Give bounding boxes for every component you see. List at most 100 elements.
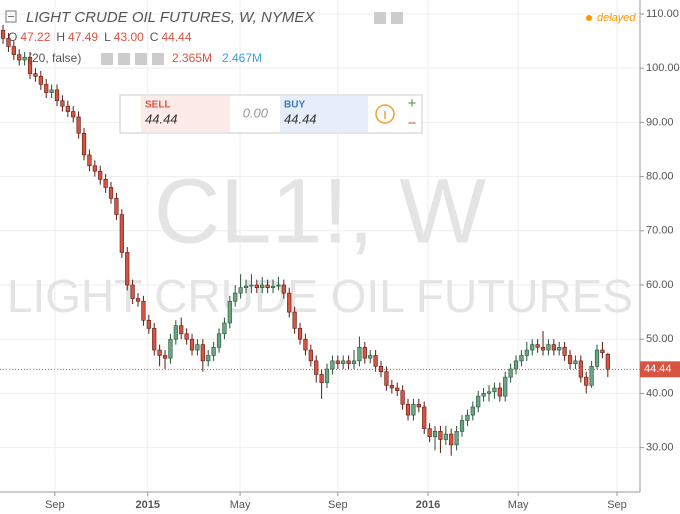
buy-button[interactable] <box>280 96 368 132</box>
candle-body <box>260 284 265 289</box>
gear-icon[interactable] <box>391 12 403 24</box>
candle-body <box>222 322 227 335</box>
sell-button[interactable] <box>141 96 230 132</box>
candle-body <box>0 29 6 39</box>
candle-body <box>535 344 540 348</box>
candle-body <box>519 355 524 362</box>
candle-body <box>238 287 243 294</box>
candle-body <box>297 328 303 340</box>
candle-body <box>233 292 238 302</box>
candle-body <box>227 300 232 324</box>
buy-price: 44.44 <box>284 111 317 126</box>
y-tick-label: 80.00 <box>646 170 674 182</box>
buy-label: BUY <box>284 100 305 111</box>
candle-body <box>497 387 502 397</box>
candle-body <box>189 338 195 351</box>
y-tick-label: 60.00 <box>646 279 674 291</box>
volume-add-icon[interactable] <box>135 53 147 65</box>
x-tick-label: May <box>508 499 529 511</box>
y-tick-label: 90.00 <box>646 116 674 128</box>
candle-body <box>513 360 519 370</box>
volume-settings-icon[interactable] <box>101 53 113 65</box>
candle-body <box>481 393 486 397</box>
candle-body <box>130 284 135 299</box>
candle-body <box>341 360 346 364</box>
candle-body <box>6 38 11 47</box>
status: delayed <box>597 12 636 24</box>
candle-body <box>173 325 178 340</box>
candle-body <box>98 170 103 180</box>
candle-body <box>265 284 270 289</box>
candle-body <box>486 391 492 394</box>
candle-body <box>449 433 454 446</box>
y-tick-label: 50.00 <box>646 333 674 345</box>
candle-body <box>281 284 286 294</box>
x-tick-label: May <box>230 499 251 511</box>
candle-body <box>589 366 594 386</box>
candles <box>0 24 640 456</box>
candle-body <box>573 360 578 364</box>
ohlc-key: H <box>56 30 65 44</box>
candle-body <box>319 374 324 383</box>
y-tick-label: 30.00 <box>646 442 674 454</box>
candle-body <box>119 214 124 253</box>
info-button[interactable] <box>375 104 395 124</box>
candle-body <box>287 292 292 313</box>
collapse-icon[interactable] <box>5 10 17 23</box>
candle-body <box>524 349 529 356</box>
volume-gear-icon[interactable] <box>118 53 130 65</box>
candle-body <box>395 387 400 391</box>
candle-body <box>184 333 189 340</box>
candle-body <box>243 285 249 289</box>
candle-body <box>562 347 567 356</box>
candle-body <box>11 46 16 55</box>
candle-body <box>92 165 97 172</box>
grid <box>0 0 640 492</box>
last-price-label: 44.44 <box>644 363 672 375</box>
candle-body <box>195 344 200 351</box>
candle-body <box>303 338 308 351</box>
candle-body <box>168 338 173 359</box>
candle-body <box>314 360 319 375</box>
volume-ma-value: 2.467M <box>222 51 262 65</box>
candle-body <box>546 344 551 351</box>
candle-body <box>438 431 443 440</box>
candle-body <box>254 284 259 289</box>
candle-body <box>389 384 394 389</box>
candle-body <box>54 89 60 102</box>
axes: 30.00 40.00 50.00 60.00 70.00 80.00 90.00 100.0… <box>45 8 680 511</box>
status-dot <box>586 15 592 21</box>
symbol-title: LIGHT CRUDE OIL FUTURES, W, NYMEX <box>26 9 315 26</box>
ohlc-value: 47.22 <box>20 30 50 44</box>
ohlc-key: O <box>8 30 17 44</box>
candle-body <box>17 54 22 61</box>
candle-body <box>60 100 65 107</box>
volume-close-icon[interactable] <box>152 53 164 65</box>
candle-body <box>422 406 427 429</box>
candle-body <box>530 344 535 351</box>
ohlc-key: C <box>150 30 159 44</box>
settings-icon[interactable] <box>374 12 386 24</box>
volume-params: (20, false) <box>28 51 81 65</box>
candle-body <box>211 347 216 356</box>
zoom-in-button[interactable]: + <box>408 95 417 112</box>
candle-body <box>594 349 600 367</box>
candle-body <box>152 328 157 351</box>
candle-body <box>135 298 141 302</box>
candle-body <box>459 420 465 432</box>
candle-body <box>584 376 589 386</box>
ohlc-value: 47.49 <box>68 30 98 44</box>
candle-body <box>276 284 281 287</box>
ohlc-value: 44.44 <box>161 30 191 44</box>
candle-body <box>330 360 335 370</box>
candle-body <box>427 428 432 438</box>
candle-body <box>503 376 508 397</box>
x-tick-label: 2015 <box>135 499 159 511</box>
candle-body <box>357 347 362 362</box>
candle-body <box>38 76 43 85</box>
zoom-out-button[interactable]: − <box>408 115 417 132</box>
candle-body <box>567 355 573 364</box>
x-tick-label: 2016 <box>416 499 440 511</box>
candle-body <box>605 353 610 370</box>
